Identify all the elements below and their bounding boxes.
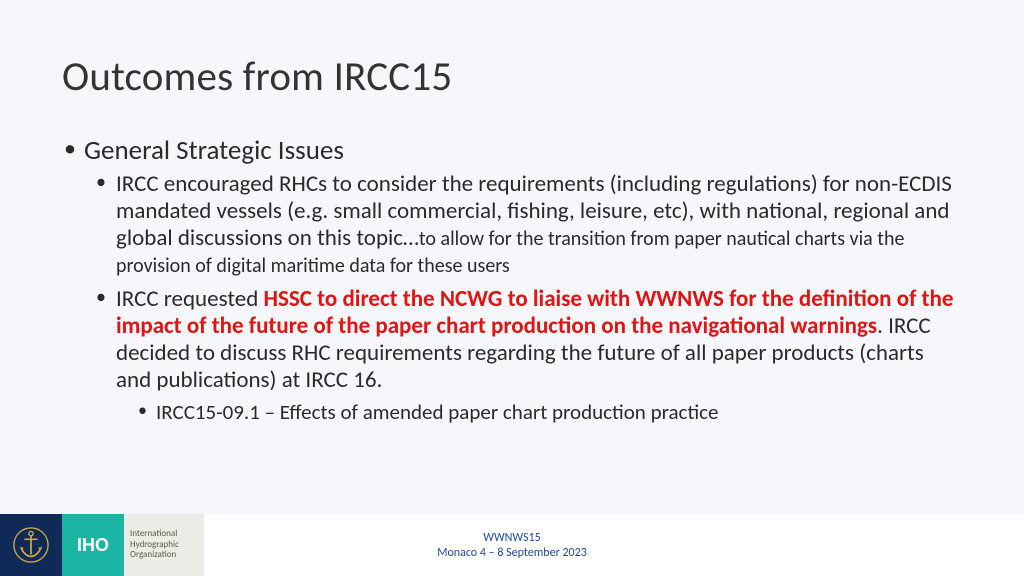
section-heading: General Strategic Issues (64, 134, 964, 167)
logo-anchor-block (0, 514, 62, 576)
iho-abbr: IHO (77, 535, 109, 556)
logo-org-block: International Hydrographic Organization (124, 514, 204, 576)
bullet-2: IRCC requested HSSC to direct the NCWG t… (96, 286, 964, 395)
slide: Outcomes from IRCC15 General Strategic I… (0, 0, 1024, 576)
bullet-2-sub: IRCC15-09.1 – Effects of amended paper c… (138, 400, 964, 425)
footer-band: IHO International Hydrographic Organizat… (0, 514, 1024, 576)
slide-title: Outcomes from IRCC15 (62, 52, 452, 102)
bullet-2-lead: IRCC requested (116, 285, 264, 313)
slide-content: General Strategic Issues IRCC encouraged… (64, 134, 964, 425)
logo-iho-block: IHO (62, 514, 124, 576)
iho-full-name: International Hydrographic Organization (130, 529, 198, 561)
anchor-icon (12, 526, 50, 564)
bullet-1: IRCC encouraged RHCs to consider the req… (96, 171, 964, 280)
